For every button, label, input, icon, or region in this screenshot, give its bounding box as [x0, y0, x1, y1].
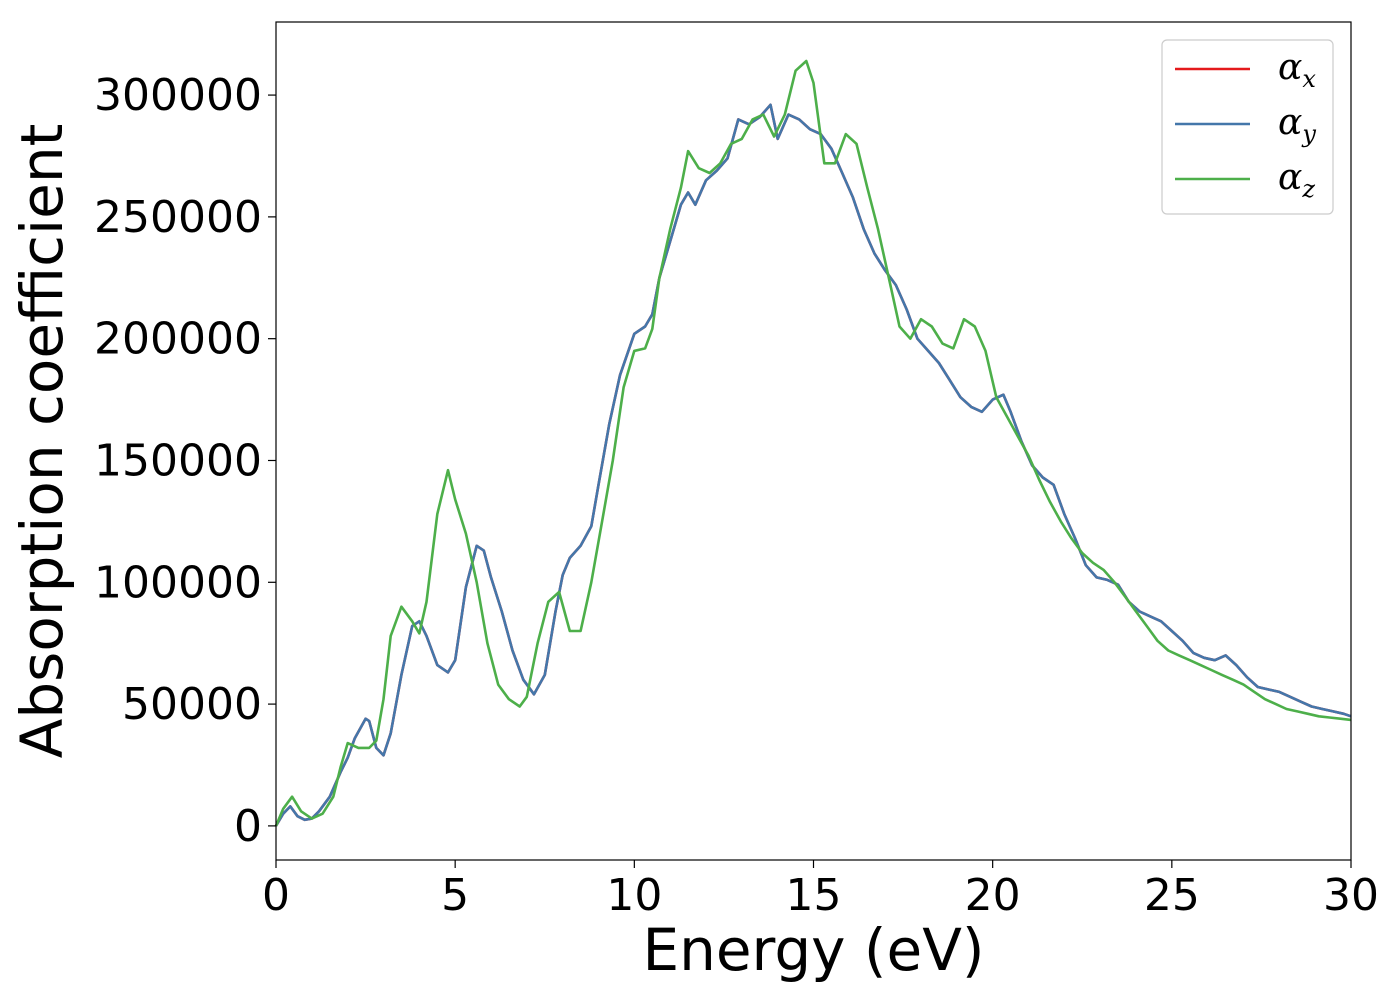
- y-tick-label: 50000: [122, 679, 262, 730]
- legend-label-y: αy: [1278, 102, 1316, 148]
- y-tick-label: 300000: [94, 70, 262, 121]
- x-tick-label: 5: [441, 870, 469, 921]
- legend-subscript: z: [1301, 175, 1315, 203]
- legend-subscript: x: [1302, 65, 1316, 93]
- legend-label-x: αx: [1278, 47, 1316, 93]
- x-axis-title: Energy (eV): [642, 916, 984, 984]
- legend-label-z: αz: [1278, 157, 1315, 203]
- x-tick-label: 20: [965, 870, 1021, 921]
- y-axis-title: Absorption coefficient: [8, 124, 76, 759]
- x-tick-label: 15: [786, 870, 842, 921]
- x-axis: 0 5 10 15 20 25 30: [262, 860, 1379, 921]
- legend-symbol: α: [1278, 102, 1302, 143]
- y-tick-label: 150000: [94, 435, 262, 486]
- x-tick-label: 30: [1323, 870, 1379, 921]
- series-line-z: [274, 59, 1352, 827]
- x-tick-label: 10: [606, 870, 662, 921]
- legend-subscript: y: [1301, 120, 1316, 148]
- legend-symbol: α: [1278, 157, 1302, 198]
- legend-symbol: α: [1278, 47, 1302, 88]
- y-tick-label: 250000: [94, 192, 262, 243]
- y-tick-label: 200000: [94, 314, 262, 365]
- legend-box: [1161, 39, 1334, 215]
- series-layer: [274, 59, 1352, 827]
- y-tick-label: 0: [234, 801, 262, 852]
- y-tick-label: 100000: [94, 557, 262, 608]
- x-tick-label: 0: [262, 870, 290, 921]
- x-tick-label: 25: [1144, 870, 1200, 921]
- y-axis: 0 50000 100000 150000 200000 250000 300000: [94, 70, 276, 852]
